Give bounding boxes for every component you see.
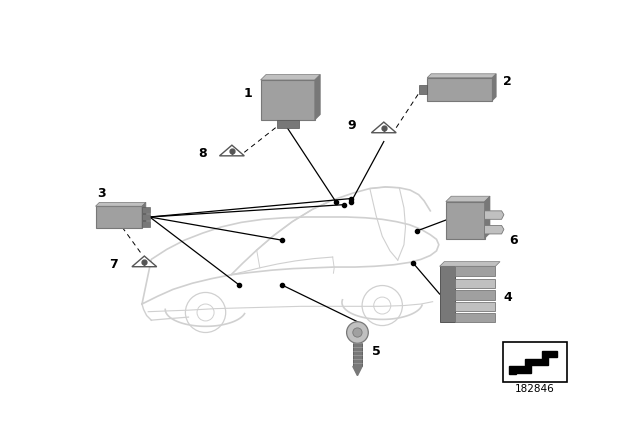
Polygon shape: [95, 202, 146, 206]
Text: 7: 7: [109, 258, 118, 271]
Text: 6: 6: [509, 233, 518, 246]
Polygon shape: [353, 366, 362, 375]
Polygon shape: [260, 74, 320, 80]
Polygon shape: [315, 74, 320, 120]
Bar: [419, 85, 428, 94]
Bar: [260, 80, 315, 120]
Bar: [142, 221, 150, 227]
Polygon shape: [446, 196, 490, 202]
Text: 5: 5: [372, 345, 381, 358]
Polygon shape: [371, 122, 396, 133]
Polygon shape: [509, 351, 557, 374]
Polygon shape: [484, 225, 504, 234]
Polygon shape: [440, 262, 500, 266]
Bar: [455, 313, 495, 323]
Bar: [440, 266, 455, 322]
Bar: [455, 290, 495, 300]
Circle shape: [347, 322, 368, 343]
Polygon shape: [428, 74, 496, 78]
Polygon shape: [484, 196, 490, 238]
Bar: [353, 343, 362, 366]
Polygon shape: [484, 211, 504, 220]
Bar: [446, 202, 484, 238]
Bar: [142, 207, 150, 213]
Text: 9: 9: [347, 119, 356, 132]
Text: 182846: 182846: [515, 384, 555, 395]
Bar: [455, 279, 495, 288]
Bar: [455, 266, 495, 276]
Text: 2: 2: [504, 75, 512, 88]
Polygon shape: [492, 74, 496, 101]
Polygon shape: [142, 202, 146, 228]
Bar: [455, 302, 495, 311]
Text: 4: 4: [504, 291, 512, 304]
Bar: [503, 342, 566, 382]
Bar: [277, 120, 298, 129]
Text: 8: 8: [198, 147, 207, 160]
Text: 3: 3: [97, 187, 106, 200]
Polygon shape: [220, 145, 244, 156]
Polygon shape: [132, 256, 157, 267]
Circle shape: [353, 328, 362, 337]
Text: 1: 1: [244, 87, 253, 100]
Bar: [95, 206, 142, 228]
Bar: [428, 78, 492, 101]
Bar: [142, 214, 150, 220]
